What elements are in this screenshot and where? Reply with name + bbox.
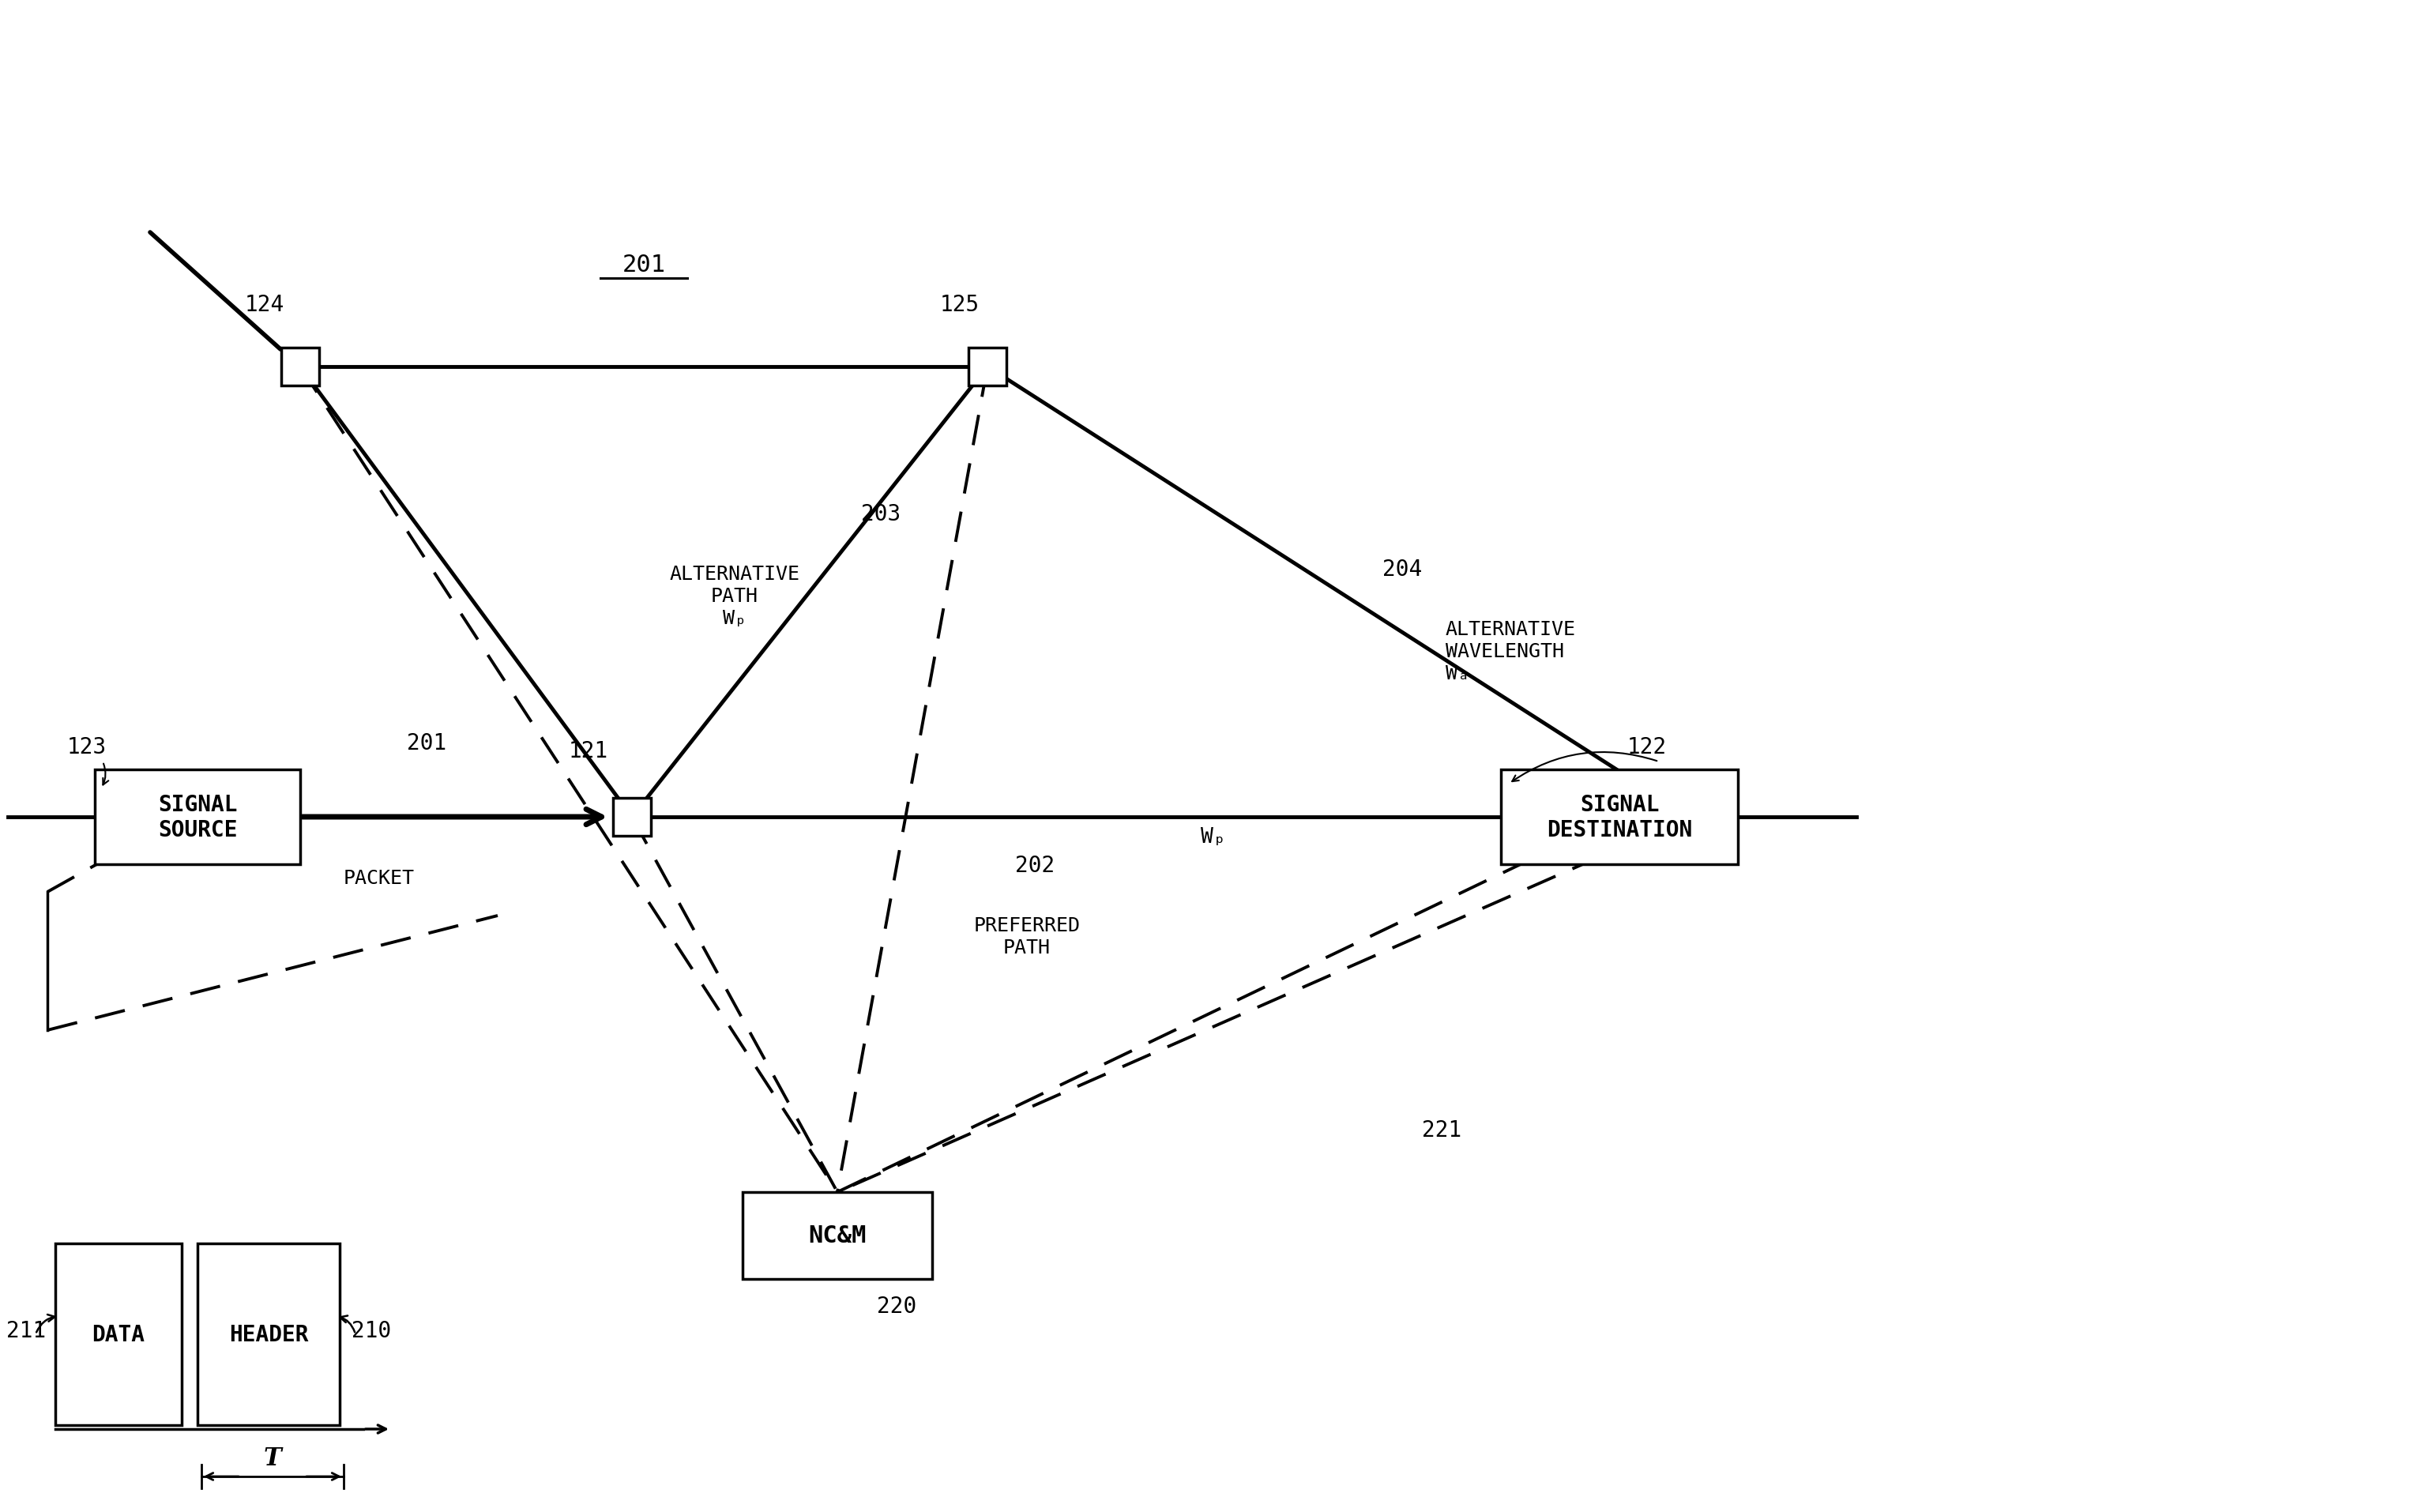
Bar — [969, 348, 1008, 386]
Bar — [199, 1243, 339, 1426]
Bar — [1502, 770, 1739, 865]
Text: 220: 220 — [877, 1294, 916, 1317]
Text: ALTERNATIVE
PATH
Wₚ: ALTERNATIVE PATH Wₚ — [668, 564, 799, 627]
Text: 221: 221 — [1422, 1119, 1460, 1142]
Text: PACKET: PACKET — [344, 868, 414, 888]
Text: 204: 204 — [1383, 558, 1422, 581]
Text: PREFERRED
PATH: PREFERRED PATH — [974, 916, 1080, 957]
Text: 211: 211 — [7, 1320, 46, 1341]
Text: 202: 202 — [1015, 854, 1054, 877]
Text: T: T — [264, 1445, 281, 1470]
Text: 122: 122 — [1628, 736, 1666, 758]
Text: DATA: DATA — [92, 1323, 145, 1346]
Text: 201: 201 — [622, 254, 666, 277]
Text: Wₚ: Wₚ — [1201, 827, 1226, 847]
Text: HEADER: HEADER — [230, 1323, 308, 1346]
Bar — [94, 770, 300, 865]
Bar — [613, 798, 652, 836]
Text: 123: 123 — [68, 736, 107, 758]
Text: 201: 201 — [407, 732, 446, 754]
Bar — [744, 1193, 932, 1279]
Bar — [56, 1243, 182, 1426]
Text: ALTERNATIVE
WAVELENGTH
Wₐ: ALTERNATIVE WAVELENGTH Wₐ — [1446, 620, 1577, 682]
Text: SIGNAL
SOURCE: SIGNAL SOURCE — [157, 794, 237, 841]
Bar — [281, 348, 320, 386]
Text: 124: 124 — [245, 293, 283, 316]
Text: 210: 210 — [351, 1320, 392, 1341]
Text: SIGNAL
DESTINATION: SIGNAL DESTINATION — [1548, 794, 1693, 841]
Text: 125: 125 — [940, 293, 978, 316]
Text: 203: 203 — [862, 503, 901, 525]
Text: NC&M: NC&M — [809, 1225, 867, 1247]
Text: 121: 121 — [569, 739, 608, 762]
